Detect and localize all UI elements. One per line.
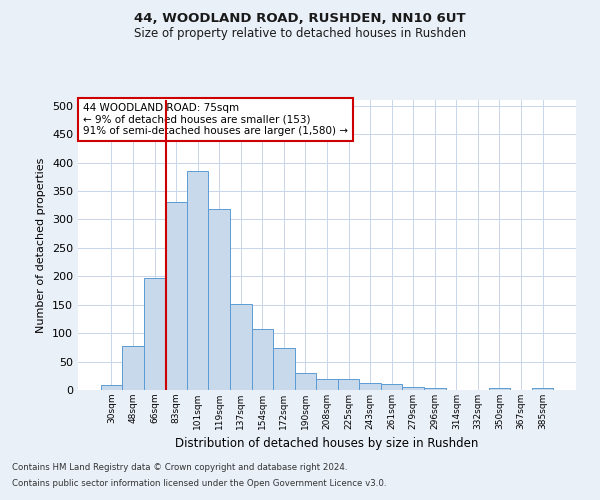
Bar (295, 373, 316, 390)
Bar (101, 386, 122, 390)
Bar (316, 379, 338, 390)
Bar (251, 328, 273, 390)
Bar (187, 171, 208, 390)
Bar (424, 388, 446, 390)
Text: Contains HM Land Registry data © Crown copyright and database right 2024.: Contains HM Land Registry data © Crown c… (12, 464, 347, 472)
Y-axis label: Number of detached properties: Number of detached properties (37, 158, 46, 332)
Bar (144, 278, 166, 390)
Bar (488, 388, 510, 390)
Text: 44, WOODLAND ROAD, RUSHDEN, NN10 6UT: 44, WOODLAND ROAD, RUSHDEN, NN10 6UT (134, 12, 466, 26)
Bar (208, 209, 230, 390)
Bar (381, 384, 403, 390)
Bar (338, 378, 359, 390)
Bar (532, 388, 553, 390)
Text: Contains public sector information licensed under the Open Government Licence v3: Contains public sector information licen… (12, 478, 386, 488)
Bar (230, 304, 251, 390)
X-axis label: Distribution of detached houses by size in Rushden: Distribution of detached houses by size … (175, 438, 479, 450)
Bar (403, 387, 424, 390)
Bar (359, 383, 381, 390)
Bar (273, 348, 295, 390)
Text: Size of property relative to detached houses in Rushden: Size of property relative to detached ho… (134, 28, 466, 40)
Bar (166, 202, 187, 390)
Bar (122, 346, 144, 390)
Text: 44 WOODLAND ROAD: 75sqm
← 9% of detached houses are smaller (153)
91% of semi-de: 44 WOODLAND ROAD: 75sqm ← 9% of detached… (83, 103, 348, 136)
